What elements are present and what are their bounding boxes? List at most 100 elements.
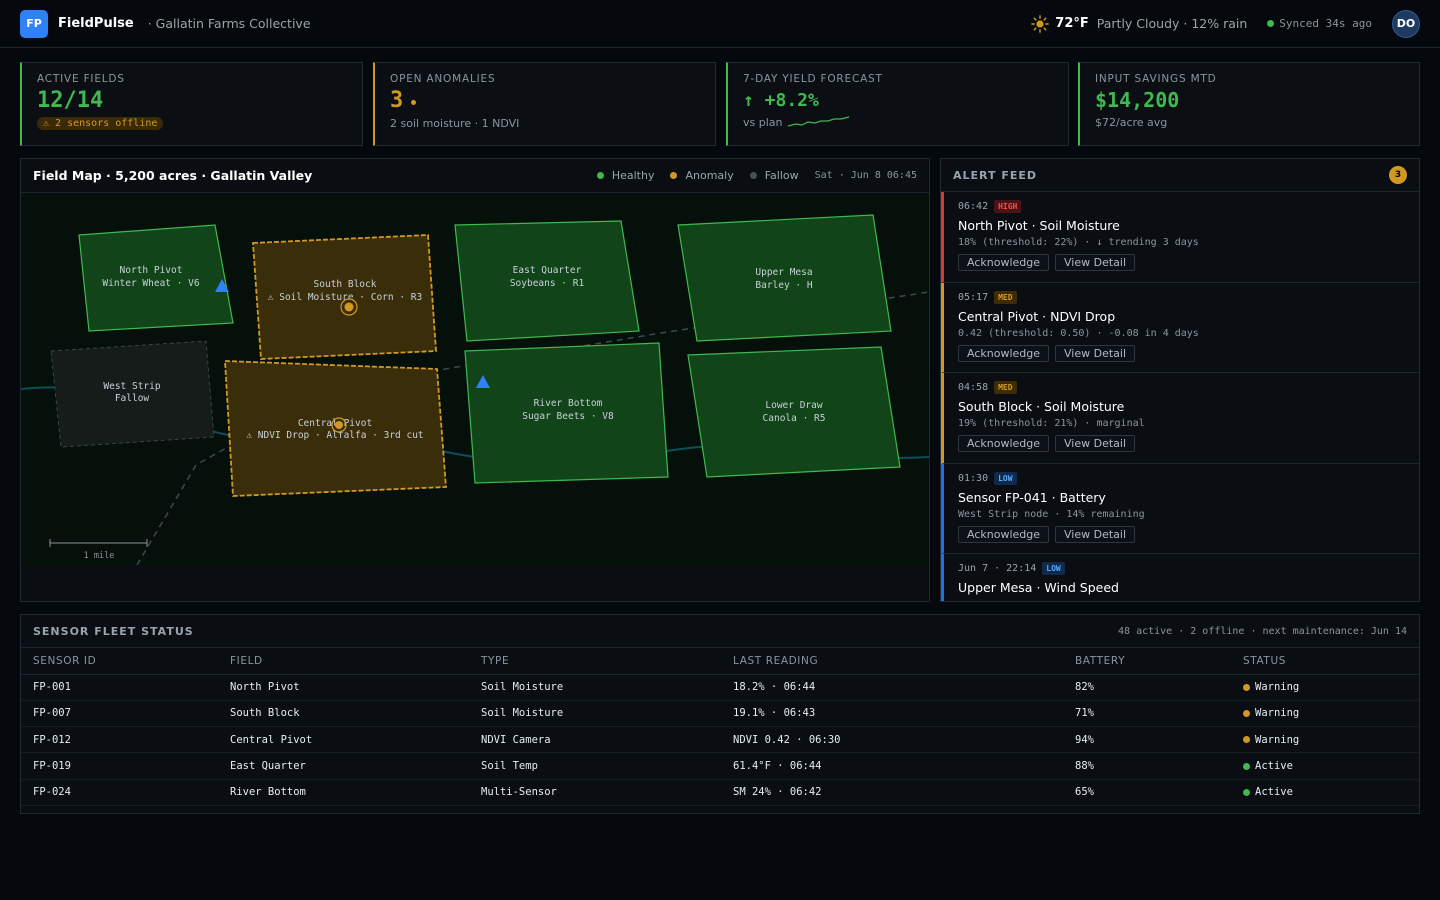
sensor-id: FP-001 — [21, 674, 218, 701]
field-name: Upper Mesa — [755, 267, 812, 278]
column-header[interactable]: FIELD — [218, 648, 469, 675]
column-header[interactable]: SENSOR ID — [21, 648, 218, 675]
sensor-status-cell: Active — [1231, 752, 1419, 780]
sensor-marker-core — [344, 302, 354, 312]
sensor-type: Soil Temp — [469, 752, 721, 780]
column-header[interactable]: LAST READING — [721, 648, 1063, 675]
field-west-strip[interactable]: West Strip Fallow — [50, 340, 215, 448]
battery-level: 82% — [1063, 674, 1231, 701]
field-detail: Barley · H — [755, 280, 812, 291]
field-name: South Block — [314, 279, 377, 290]
alert-item[interactable]: 04:58 MED South Block · Soil Moisture 19%… — [941, 373, 1419, 464]
alert-title: North Pivot · Soil Moisture — [958, 218, 1120, 233]
field-name: Central Pivot — [298, 418, 372, 429]
weather-station-icon[interactable] — [476, 375, 490, 388]
field-detail: ⚠ NDVI Drop · Alfalfa · 3rd cut — [246, 430, 423, 441]
alert-detail: West Strip node · 14% remaining — [958, 508, 1145, 520]
last-reading: SM 24% · 06:42 — [721, 779, 1063, 806]
acknowledge-button[interactable]: Acknowledge — [958, 435, 1050, 452]
column-header[interactable]: TYPE — [469, 648, 721, 675]
sensor-table: SENSOR ID FIELD TYPE LAST READING BATTER… — [21, 648, 1419, 806]
acknowledge-button[interactable]: Acknowledge — [958, 525, 1050, 543]
table-row[interactable]: FP-019 East Quarter Soil Temp 61.4°F · 06:4… — [21, 752, 1419, 780]
view-detail-button[interactable]: View Detail — [1055, 254, 1136, 271]
view-detail-button[interactable]: View Detail — [1055, 344, 1136, 362]
last-reading: NDVI 0.42 · 06:30 — [721, 726, 1063, 754]
field-north-pivot[interactable]: North Pivot Winter Wheat · V6 — [78, 224, 234, 332]
legend-label: Healthy — [611, 169, 655, 182]
field-map[interactable]: North Pivot Winter Wheat · V6 South Bloc… — [21, 193, 929, 565]
view-detail-button[interactable]: View Detail — [1055, 525, 1136, 543]
sensor-id: FP-019 — [21, 752, 218, 780]
severity-badge: MED — [994, 381, 1017, 394]
kpi-input-savings[interactable]: INPUT SAVINGS MTD $14,200 $72/acre avg — [1078, 62, 1420, 146]
acknowledge-button[interactable]: Acknowledge — [958, 344, 1050, 362]
acknowledge-button[interactable]: Acknowledge — [958, 254, 1050, 271]
weather-conditions: Partly Cloudy · 12% rain — [1096, 16, 1248, 31]
alert-feed-panel: ALERT FEED 3 06:42 HIGH North Pivot · Soi… — [940, 158, 1420, 602]
field-name: River Bottom — [534, 398, 603, 409]
field-detail: ⚠ Soil Moisture · Corn · R3 — [268, 292, 422, 303]
field-detail: Canola · R5 — [763, 413, 826, 424]
sensor-marker-icon[interactable] — [340, 298, 358, 316]
field-name: West Strip — [103, 381, 160, 392]
legend-anomaly-dot — [670, 172, 678, 179]
status-dot-icon — [1243, 683, 1250, 691]
table-row[interactable]: FP-024 River Bottom Multi-Sensor SM 24% · 0… — [21, 779, 1419, 806]
field-map-panel: Field Map · 5,200 acres · Gallatin Valle… — [20, 158, 930, 602]
last-reading: 61.4°F · 06:44 — [721, 752, 1063, 780]
field-name: East Quarter — [513, 265, 582, 276]
table-row[interactable]: FP-012 Central Pivot NDVI Camera NDVI 0.42 … — [21, 726, 1419, 754]
status-label: Warning — [1255, 681, 1300, 694]
column-header[interactable]: STATUS — [1231, 648, 1419, 675]
severity-badge: MED — [994, 290, 1017, 304]
alert-detail: 18% (threshold: 22%) · ↓ trending 3 days — [958, 237, 1199, 248]
field-east-quarter[interactable]: East Quarter Soybeans · R1 — [454, 220, 640, 342]
sensor-status-cell: Warning — [1231, 674, 1419, 701]
battery-level: 71% — [1063, 700, 1231, 728]
sensor-fleet-summary: 48 active · 2 offline · next maintenance… — [1118, 625, 1407, 637]
battery-level: 94% — [1063, 726, 1231, 754]
map-timestamp: Sat · Jun 8 06:45 — [814, 170, 917, 181]
kpi-yield-forecast[interactable]: 7-DAY YIELD FORECAST ↑ +8.2% vs plan — [726, 62, 1069, 146]
alert-item[interactable]: Jun 7 · 22:14 LOW Upper Mesa · Wind Speed — [941, 554, 1419, 601]
field-lower-draw[interactable]: Lower Draw Canola · R5 — [687, 346, 901, 478]
sensor-type: NDVI Camera — [469, 726, 721, 754]
kpi-active-fields[interactable]: ACTIVE FIELDS 12/14 ⚠ 2 sensors offline — [20, 62, 363, 146]
field-name: North Pivot — [120, 265, 183, 276]
alert-item[interactable]: 01:30 LOW Sensor FP-041 · Battery West St… — [941, 463, 1419, 554]
column-header[interactable]: BATTERY — [1063, 648, 1231, 675]
alert-time: 05:17 — [958, 291, 989, 303]
field-river-bottom[interactable]: River Bottom Sugar Beets · V8 — [464, 342, 669, 484]
table-row[interactable]: FP-007 South Block Soil Moisture 19.1% · 06… — [21, 700, 1419, 728]
map-title: Field Map · 5,200 acres · Gallatin Valle… — [33, 168, 313, 183]
sync-status: Synced 34s ago — [1267, 17, 1372, 30]
sync-text: Synced 34s ago — [1279, 17, 1372, 30]
field-central-pivot[interactable]: Central Pivot ⚠ NDVI Drop · Alfalfa · 3r… — [224, 360, 447, 497]
alert-item[interactable]: 05:17 MED Central Pivot · NDVI Drop 0.42 … — [941, 282, 1419, 373]
field-south-block[interactable]: South Block ⚠ Soil Moisture · Corn · R3 — [252, 234, 437, 360]
battery-level: 65% — [1063, 779, 1231, 806]
legend-fallow-dot — [749, 172, 757, 179]
severity-badge: LOW — [1042, 562, 1065, 575]
kpi-sub: 2 soil moisture · 1 NDVI — [390, 117, 520, 130]
sensor-marker-icon[interactable] — [331, 417, 347, 433]
sensor-status-cell: Active — [1231, 779, 1419, 806]
kpi-open-anomalies[interactable]: OPEN ANOMALIES 3 2 soil moisture · 1 NDV… — [373, 62, 716, 146]
view-detail-button[interactable]: View Detail — [1055, 435, 1136, 452]
severity-badge: HIGH — [994, 200, 1022, 213]
sync-dot-icon — [1267, 20, 1275, 27]
weather-station-icon[interactable] — [215, 279, 229, 292]
status-dot-icon — [1243, 736, 1250, 744]
field-detail: Winter Wheat · V6 — [102, 278, 200, 289]
organization-name: · Gallatin Farms Collective — [147, 16, 311, 31]
sensor-id: FP-007 — [21, 700, 218, 728]
sensor-field: South Block — [218, 700, 469, 728]
battery-level: 88% — [1063, 752, 1231, 780]
user-avatar[interactable]: DO — [1392, 9, 1420, 38]
alert-item[interactable]: 06:42 HIGH North Pivot · Soil Moisture 18… — [941, 192, 1419, 283]
field-upper-mesa[interactable]: Upper Mesa Barley · H — [677, 214, 892, 342]
app-logo[interactable]: FP — [20, 9, 48, 38]
table-row[interactable]: FP-001 North Pivot Soil Moisture 18.2% · 06… — [21, 674, 1419, 701]
legend-label: Fallow — [764, 169, 799, 182]
